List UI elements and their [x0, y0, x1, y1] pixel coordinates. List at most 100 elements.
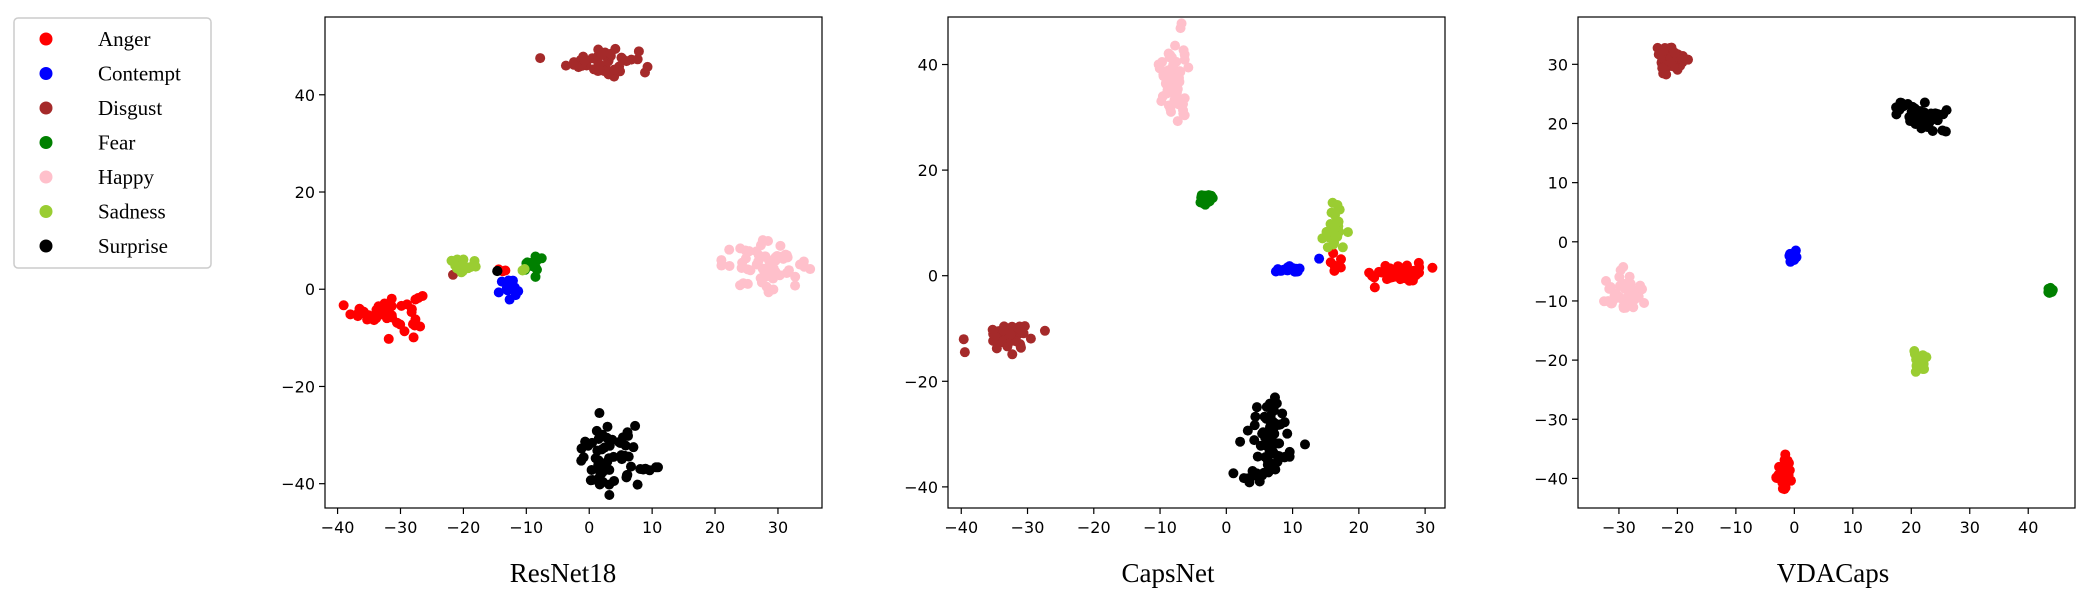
point-contempt — [493, 287, 504, 298]
point-contempt — [1287, 264, 1298, 275]
point-happy — [775, 240, 786, 251]
point-happy — [772, 250, 783, 261]
point-sadness — [1919, 352, 1930, 363]
x-tick-label: 30 — [1415, 518, 1435, 537]
point-anger — [386, 293, 397, 304]
point-surprise — [1270, 438, 1281, 449]
point-anger — [500, 265, 511, 276]
point-happy — [1170, 40, 1181, 51]
point-surprise — [1279, 417, 1290, 428]
point-happy — [1161, 88, 1172, 99]
point-sadness — [1909, 349, 1920, 360]
point-fear — [536, 253, 547, 264]
point-surprise — [599, 442, 610, 453]
point-surprise — [602, 421, 613, 432]
point-surprise — [598, 466, 608, 477]
point-surprise — [593, 434, 604, 445]
point-disgust — [642, 61, 653, 72]
x-tick-label: 10 — [1843, 518, 1863, 537]
x-tick-label: 0 — [1789, 518, 1799, 537]
point-anger — [357, 308, 368, 319]
point-anger — [408, 332, 419, 343]
point-happy — [1635, 280, 1646, 291]
point-surprise — [1937, 125, 1948, 136]
scatter-points — [1599, 42, 2058, 495]
point-fear — [1195, 197, 1206, 208]
legend-label-contempt: Contempt — [98, 62, 181, 86]
scatter-points — [338, 43, 816, 500]
x-tick-label: −30 — [1011, 518, 1045, 537]
point-sadness — [1911, 360, 1922, 371]
point-happy — [1618, 278, 1629, 289]
point-anger — [1364, 267, 1375, 278]
point-surprise — [492, 265, 503, 276]
point-surprise — [1270, 418, 1281, 429]
point-surprise — [1282, 428, 1293, 439]
point-disgust — [579, 55, 590, 66]
point-surprise — [1250, 468, 1261, 479]
point-happy — [1602, 296, 1613, 307]
point-happy — [760, 263, 771, 274]
point-happy — [805, 264, 816, 275]
point-disgust — [1007, 349, 1018, 360]
point-surprise — [621, 472, 632, 483]
y-tick-label: −40 — [281, 475, 315, 494]
point-sadness — [1322, 226, 1332, 237]
point-disgust — [1015, 342, 1026, 353]
point-disgust — [1658, 45, 1669, 56]
point-anger — [1369, 282, 1380, 293]
point-anger — [1386, 272, 1397, 283]
point-surprise — [594, 408, 605, 419]
point-surprise — [1260, 452, 1271, 463]
point-surprise — [1235, 436, 1246, 447]
point-surprise — [1300, 439, 1310, 450]
point-anger — [1396, 263, 1407, 274]
point-anger — [371, 313, 382, 324]
point-disgust — [535, 53, 546, 64]
point-surprise — [1277, 408, 1288, 419]
point-surprise — [1254, 476, 1265, 487]
point-sadness — [457, 259, 468, 270]
y-tick-label: 20 — [295, 183, 315, 202]
point-surprise — [1249, 420, 1260, 431]
point-surprise — [638, 464, 649, 475]
point-fear — [2045, 282, 2056, 293]
axes-frame — [324, 16, 823, 509]
point-anger — [395, 319, 406, 330]
point-surprise — [623, 430, 634, 441]
point-surprise — [586, 464, 597, 475]
point-contempt — [1274, 265, 1285, 276]
legend-label-disgust: Disgust — [98, 96, 162, 120]
point-surprise — [591, 425, 602, 436]
y-tick-label: 10 — [1548, 174, 1568, 193]
legend-marker-contempt — [39, 67, 53, 80]
legend-label-happy: Happy — [98, 165, 154, 189]
point-disgust — [959, 347, 970, 358]
point-happy — [724, 244, 735, 255]
y-tick-label: 0 — [1558, 233, 1568, 252]
point-contempt — [1785, 256, 1796, 267]
point-surprise — [1258, 427, 1269, 438]
panel-vdacaps: −30 −20 −10 0 10 20 30 40 −40 −30 −20 −10 0 10 20 30 VDA… — [1534, 16, 2076, 588]
point-happy — [757, 235, 768, 246]
y-tick-label: 40 — [918, 56, 938, 75]
axes-frame — [1577, 16, 2076, 509]
point-happy — [1615, 265, 1626, 276]
point-surprise — [594, 479, 605, 490]
point-surprise — [625, 461, 636, 472]
point-disgust — [1669, 47, 1680, 58]
x-tick-label: 0 — [1221, 518, 1231, 537]
point-surprise — [1284, 451, 1295, 462]
point-surprise — [587, 475, 598, 486]
point-surprise — [1930, 108, 1941, 119]
panel-resnet18: −40 −30 −20 −10 0 10 20 30 −40 −20 0 20 40 ResNet18 — [281, 16, 823, 588]
point-happy — [1618, 301, 1629, 312]
y-tick-label: −20 — [1534, 351, 1568, 370]
point-anger — [1329, 265, 1340, 276]
x-tick-label: 40 — [2018, 518, 2038, 537]
point-disgust — [609, 64, 620, 75]
point-surprise — [630, 420, 641, 431]
point-surprise — [1927, 126, 1938, 137]
point-contempt — [1314, 253, 1325, 264]
